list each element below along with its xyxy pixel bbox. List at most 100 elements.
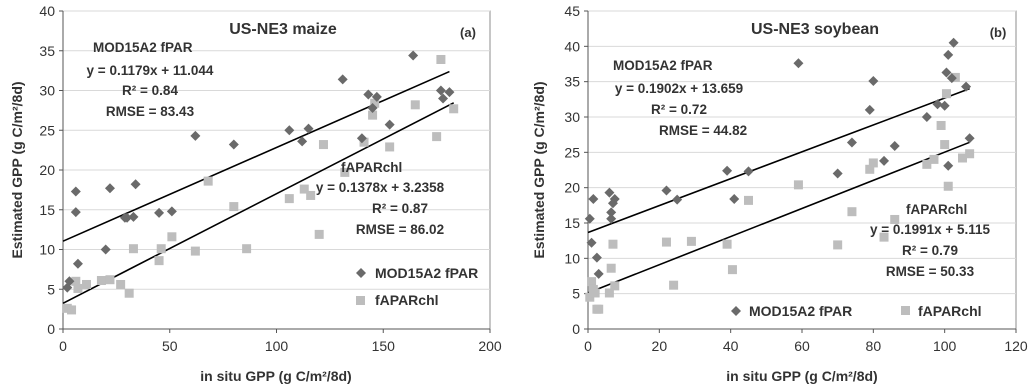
point-fAPARchl xyxy=(727,265,737,275)
point-mod15a2-fpar xyxy=(606,213,617,224)
y-axis-title: Estimated GPP (g C/m²/8d) xyxy=(531,81,547,258)
point-fAPARchl xyxy=(922,159,932,169)
point-fAPARchl xyxy=(686,236,696,246)
point-mod15a2-fpar xyxy=(606,207,617,218)
point-mod15a2-fpar xyxy=(889,140,900,151)
chart-title: US-NE3 soybean xyxy=(751,21,879,38)
legend-marker-fAPARchl xyxy=(356,296,365,305)
x-tick-label: 120 xyxy=(1004,338,1028,354)
point-fAPARchl xyxy=(610,281,620,291)
chart-panel-a: 0 50 100 150 200 0 5 10 15 20 25 30 35 40 US-NE3 mai… xyxy=(9,3,502,384)
point-mod15a2-fpar xyxy=(70,207,81,218)
y-tick-label: 5 xyxy=(47,281,55,297)
point-mod15a2-fpar xyxy=(879,155,890,166)
x-tick-label: 40 xyxy=(723,338,739,354)
gridlines xyxy=(63,10,490,290)
point-mod15a2-fpar xyxy=(297,136,308,147)
point-fAPARchl xyxy=(936,120,946,130)
panel-label: (a) xyxy=(460,25,476,40)
legend-marker-mod15a2-fpar xyxy=(356,268,366,278)
point-mod15a2-fpar xyxy=(604,187,615,198)
point-fAPARchl xyxy=(359,137,369,147)
point-fAPARchl xyxy=(929,154,939,164)
point-mod15a2-fpar xyxy=(435,85,446,96)
point-mod15a2-fpar xyxy=(722,165,733,176)
point-fAPARchl xyxy=(73,283,83,293)
x-tick-label: 150 xyxy=(372,338,396,354)
point-fAPARchl xyxy=(340,167,350,177)
point-mod15a2-fpar xyxy=(408,50,419,61)
annotation-chl-equation: y = 0.1991x + 5.115 xyxy=(870,222,991,237)
trendline-fAPARchl xyxy=(587,141,970,294)
y-tick-label: 0 xyxy=(47,321,55,337)
point-fAPARchl xyxy=(229,202,239,212)
point-mod15a2-fpar xyxy=(864,104,875,115)
point-mod15a2-fpar xyxy=(832,168,843,179)
y-tick-label: 0 xyxy=(572,321,580,337)
x-tick-label: 0 xyxy=(584,338,592,354)
point-fAPARchl xyxy=(156,244,166,254)
legend-label-mod15a2-fpar: MOD15A2 fPAR xyxy=(749,303,852,319)
y-tick-labels: 0 5 10 15 20 25 30 35 40 45 xyxy=(564,3,588,337)
point-mod15a2-fpar xyxy=(128,211,139,222)
x-tick-labels: 0 50 100 150 200 xyxy=(59,329,502,354)
legend-label-fAPARchl: fAPARchl xyxy=(375,292,439,308)
point-mod15a2-fpar xyxy=(586,237,597,248)
point-mod15a2-fpar xyxy=(371,91,382,102)
point-mod15a2-fpar xyxy=(609,193,620,204)
point-fAPARchl xyxy=(958,153,967,163)
y-tick-label: 40 xyxy=(564,38,580,54)
y-tick-label: 5 xyxy=(572,286,580,302)
point-mod15a2-fpar xyxy=(337,74,348,85)
point-mod15a2-fpar xyxy=(939,100,950,111)
x-axis-title: in situ GPP (g C/m²/8d) xyxy=(200,368,351,384)
x-tick-label: 20 xyxy=(652,338,668,354)
annotation-mod-name: MOD15A2 fPAR xyxy=(613,58,713,73)
point-fAPARchl xyxy=(314,229,324,239)
point-fAPARchl xyxy=(940,140,950,150)
point-mod15a2-fpar xyxy=(190,130,201,141)
point-fAPARchl xyxy=(585,292,595,302)
point-mod15a2-fpar xyxy=(356,133,367,144)
point-fAPARchl xyxy=(81,279,91,289)
point-mod15a2-fpar xyxy=(661,185,672,196)
x-tick-label: 0 xyxy=(59,338,67,354)
y-tick-label: 10 xyxy=(564,250,580,266)
point-fAPARchl xyxy=(242,244,252,254)
x-tick-label: 100 xyxy=(265,338,289,354)
chart-panel-b: 0 20 40 60 80 100 120 0 5 10 15 20 25 30 35 40 45 US-NE… xyxy=(531,3,1028,384)
point-fAPARchl xyxy=(604,288,614,298)
y-tick-label: 15 xyxy=(564,215,580,231)
annotation-mod-equation: y = 0.1902x + 13.659 xyxy=(615,81,743,96)
point-mod15a2-fpar xyxy=(588,193,599,204)
point-mod15a2-fpar xyxy=(70,186,81,197)
point-mod15a2-fpar xyxy=(868,75,879,86)
point-fAPARchl xyxy=(306,190,316,200)
point-mod15a2-fpar xyxy=(948,37,959,48)
point-mod15a2-fpar xyxy=(444,87,455,98)
legend-label-fAPARchl: fAPARchl xyxy=(918,303,982,319)
point-fAPARchl xyxy=(587,277,597,287)
annotation-chl-r2: R² = 0.87 xyxy=(372,201,428,216)
point-mod15a2-fpar xyxy=(672,194,683,205)
y-tick-label: 25 xyxy=(564,144,580,160)
point-mod15a2-fpar xyxy=(384,119,395,130)
point-fAPARchl xyxy=(879,232,889,242)
point-fAPARchl xyxy=(71,276,81,286)
point-mod15a2-fpar xyxy=(593,268,604,279)
point-fAPARchl xyxy=(590,288,600,298)
point-fAPARchl xyxy=(385,142,395,152)
point-fAPARchl xyxy=(847,207,857,217)
data-points xyxy=(62,50,459,315)
point-fAPARchl xyxy=(410,100,420,110)
y-tick-label: 20 xyxy=(564,180,580,196)
point-mod15a2-fpar xyxy=(932,99,943,110)
annotation-chl-name: fAPARchl xyxy=(906,202,967,217)
annotation-mod-equation: y = 0.1179x + 11.044 xyxy=(87,63,214,78)
y-tick-label: 25 xyxy=(39,122,55,138)
point-mod15a2-fpar xyxy=(964,133,975,144)
legend-marker-mod15a2-fpar xyxy=(731,306,741,316)
legend-marker-fAPARchl xyxy=(901,306,910,315)
y-tick-labels: 0 5 10 15 20 25 30 35 40 xyxy=(39,3,63,337)
point-fAPARchl xyxy=(744,195,753,205)
